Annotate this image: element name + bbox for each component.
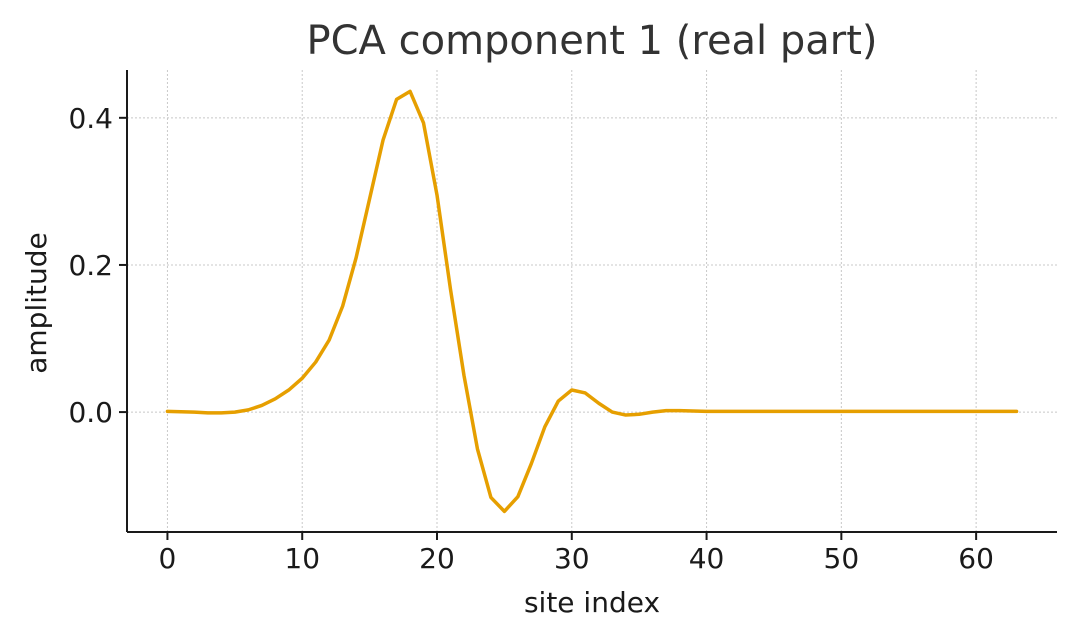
series-layer: [165, 89, 1019, 514]
x-axis-label: site index: [524, 586, 660, 619]
x-tick-label: 30: [554, 542, 590, 575]
y-ticks: 0.0 0.2 0.4: [68, 102, 127, 429]
axes: [126, 70, 1057, 533]
x-ticks: 0 10 20 30 40 50 60: [159, 532, 994, 575]
chart-title: PCA component 1 (real part): [306, 18, 877, 64]
x-tick-label: 10: [284, 542, 320, 575]
y-tick-label: 0.0: [68, 396, 113, 429]
series-line: [165, 89, 1019, 514]
x-tick-label: 0: [159, 542, 177, 575]
x-tick-label: 60: [958, 542, 994, 575]
x-tick-label: 50: [824, 542, 860, 575]
x-tick-label: 40: [689, 542, 725, 575]
y-axis-label: amplitude: [20, 232, 53, 374]
grid: [127, 70, 1057, 532]
x-tick-label: 20: [419, 542, 455, 575]
y-tick-label: 0.4: [68, 102, 113, 135]
y-tick-label: 0.2: [68, 249, 113, 282]
